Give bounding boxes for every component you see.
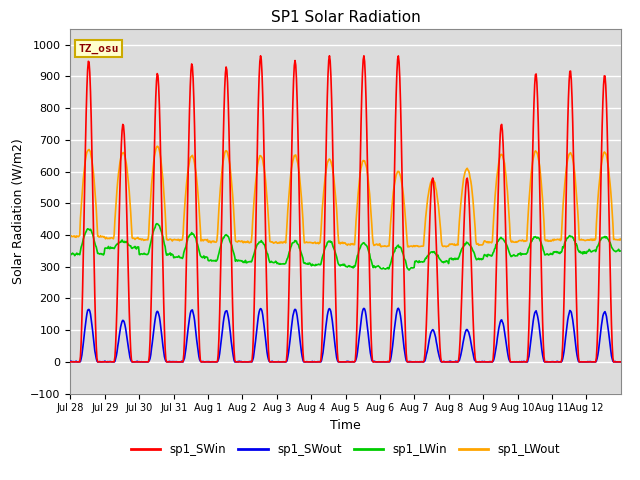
sp1_LWout xyxy=(404,244,412,250)
sp1_SWout xyxy=(435,351,442,357)
sp1_LWin xyxy=(131,243,139,249)
sp1_LWin xyxy=(281,261,289,267)
sp1_LWout xyxy=(403,237,411,242)
sp1_SWout xyxy=(617,359,625,365)
sp1_LWin xyxy=(67,251,74,256)
sp1_LWin xyxy=(233,257,241,263)
Line: sp1_SWout: sp1_SWout xyxy=(70,308,621,362)
Line: sp1_LWin: sp1_LWin xyxy=(70,224,621,270)
sp1_LWout xyxy=(281,239,289,244)
sp1_LWout xyxy=(131,237,139,242)
sp1_LWin xyxy=(153,221,161,227)
sp1_LWin xyxy=(617,248,625,254)
sp1_SWout xyxy=(260,324,268,329)
sp1_SWin xyxy=(232,359,240,365)
sp1_LWout xyxy=(260,166,268,171)
Text: TZ_osu: TZ_osu xyxy=(79,43,119,54)
sp1_SWout xyxy=(67,359,74,364)
Legend: sp1_SWin, sp1_SWout, sp1_LWin, sp1_LWout: sp1_SWin, sp1_SWout, sp1_LWin, sp1_LWout xyxy=(126,438,565,461)
sp1_SWin xyxy=(67,359,74,365)
sp1_LWout xyxy=(154,144,161,149)
sp1_LWout xyxy=(233,239,241,245)
sp1_SWout xyxy=(132,359,140,365)
sp1_SWout xyxy=(73,359,81,365)
sp1_SWin xyxy=(326,53,333,59)
sp1_LWout xyxy=(67,233,74,239)
sp1_LWout xyxy=(435,204,442,210)
sp1_SWin xyxy=(434,289,442,295)
sp1_LWout xyxy=(617,236,625,242)
sp1_SWin xyxy=(131,359,139,365)
Title: SP1 Solar Radiation: SP1 Solar Radiation xyxy=(271,10,420,25)
sp1_SWin xyxy=(260,121,268,127)
Line: sp1_SWin: sp1_SWin xyxy=(70,56,621,362)
sp1_LWin xyxy=(435,254,442,260)
Y-axis label: Solar Radiation (W/m2): Solar Radiation (W/m2) xyxy=(12,138,25,284)
sp1_LWin xyxy=(405,267,413,273)
sp1_SWin xyxy=(617,359,625,365)
sp1_SWout xyxy=(394,305,402,311)
sp1_SWout xyxy=(281,359,289,365)
sp1_LWin xyxy=(260,241,268,247)
sp1_LWin xyxy=(403,264,411,270)
sp1_SWout xyxy=(404,359,412,365)
sp1_SWin xyxy=(403,359,411,364)
Line: sp1_LWout: sp1_LWout xyxy=(70,146,621,247)
sp1_SWin xyxy=(280,359,288,365)
sp1_SWout xyxy=(233,359,241,365)
X-axis label: Time: Time xyxy=(330,419,361,432)
